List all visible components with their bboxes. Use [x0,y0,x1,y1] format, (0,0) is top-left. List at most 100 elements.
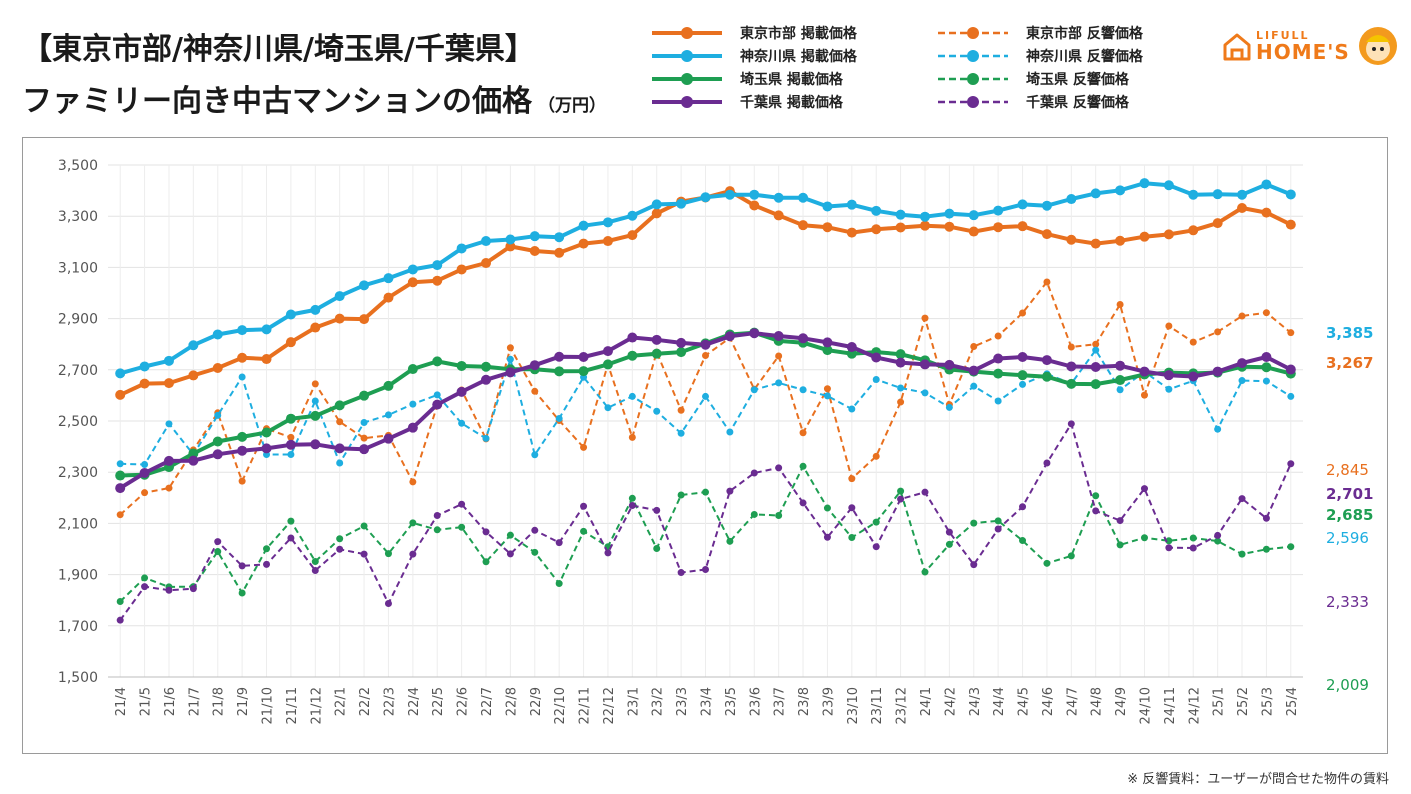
x-tick-label: 23/8 [797,687,812,716]
data-point [775,464,783,472]
data-point [1140,391,1148,399]
data-point [1237,203,1248,214]
data-point [702,488,709,496]
data-point [848,533,856,541]
data-point [994,525,1002,533]
data-point [506,531,514,539]
data-point [238,589,246,597]
data-point [1261,362,1272,373]
data-point [602,346,613,357]
end-value-label: 3,267 [1326,354,1373,372]
data-point [505,367,516,378]
data-point [1261,207,1272,218]
data-point [1261,179,1272,190]
data-point [1163,229,1174,240]
data-point [823,392,831,400]
data-point [653,407,661,415]
data-point [310,410,321,421]
data-point [724,189,735,200]
data-point [1090,238,1101,249]
data-point [115,470,126,481]
data-point [285,337,296,348]
data-point [482,558,490,566]
data-point [627,350,638,361]
data-point [1019,503,1027,511]
data-point [384,600,392,608]
data-point [1092,346,1100,354]
data-point [1092,507,1100,515]
data-point [531,526,539,534]
data-point [505,234,516,245]
x-tick-label: 25/3 [1260,687,1275,716]
data-point [1041,355,1052,366]
data-point [1212,218,1223,229]
x-tick-label: 23/12 [895,687,910,724]
data-point [628,494,636,502]
data-point [555,539,563,547]
data-point [481,258,492,269]
data-point [360,419,368,427]
x-tick-label: 24/5 [1017,687,1032,716]
data-point [334,291,345,302]
data-point [188,340,199,351]
data-point [407,264,418,275]
data-point [1212,366,1223,377]
data-point [677,406,685,414]
chart-title-text: ファミリー向き中古マンションの価格 [22,84,532,119]
data-point [237,431,248,442]
data-point [676,347,687,358]
legend-label: 神奈川県 反響価格 [1026,49,1143,65]
data-point [799,386,807,394]
x-tick-label: 23/1 [626,687,641,716]
data-point [897,495,905,503]
data-point [578,366,589,377]
data-point [139,361,150,372]
data-point [481,361,492,372]
data-point [1214,531,1222,539]
data-point [773,210,784,221]
data-point [383,292,394,303]
x-tick-label: 23/9 [821,687,836,716]
data-point [506,550,514,558]
data-point [1067,420,1075,428]
data-point [334,443,345,454]
data-point [212,329,223,340]
data-point [481,236,492,247]
data-point [604,404,612,412]
data-point [677,569,685,577]
data-point [822,222,833,233]
data-point [871,224,882,235]
data-point [1090,361,1101,372]
y-tick-label: 3,500 [58,158,98,174]
data-point [409,550,417,558]
data-point [798,192,809,203]
x-tick-label: 24/12 [1187,687,1202,724]
mascot-icon [1359,27,1397,65]
x-tick-label: 21/7 [187,687,202,716]
logo-text-top: LIFULL [1256,29,1310,42]
data-point [799,462,807,470]
data-point [310,304,321,315]
data-point [433,391,441,399]
data-point [823,385,831,393]
legend-label: 千葉県 掲載価格 [740,95,843,111]
x-tick-label: 23/7 [773,687,788,716]
legend-item: 東京市部 掲載価格 [648,23,857,43]
data-point [1019,309,1027,317]
data-point [1214,328,1222,336]
data-point [409,478,417,486]
data-point [214,548,222,556]
data-point [360,522,368,530]
data-point [1116,541,1124,549]
data-point [555,580,563,588]
legend-swatch [938,73,1008,85]
data-point [336,535,344,543]
data-point [407,422,418,433]
data-point [1067,552,1075,560]
x-tick-label: 25/1 [1212,687,1227,716]
data-point [895,209,906,220]
data-point [651,348,662,359]
data-point [214,538,222,546]
data-point [628,501,636,509]
x-tick-label: 24/8 [1090,687,1105,716]
